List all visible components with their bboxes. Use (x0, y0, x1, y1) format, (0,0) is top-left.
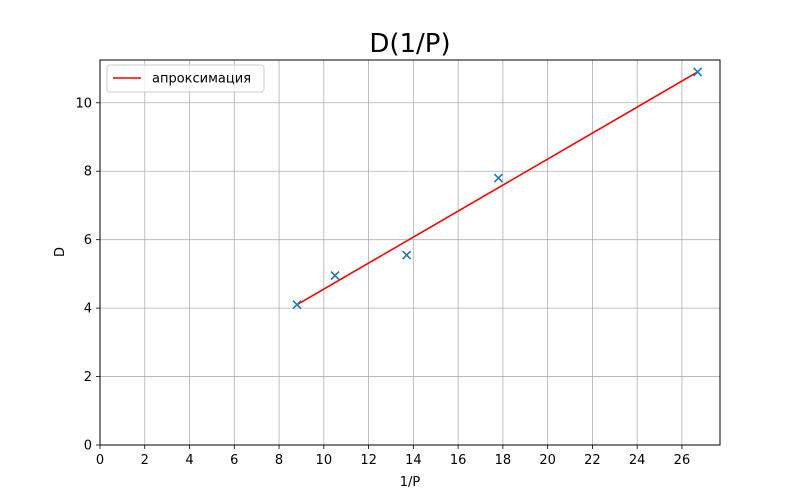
legend-box (106, 64, 265, 93)
plot-series (292, 67, 703, 310)
x-tick-label: 14 (405, 453, 422, 468)
data-point-marker (330, 271, 340, 281)
fit-line (296, 71, 699, 306)
data-point-marker (693, 67, 703, 77)
chart-title: D(1/P) (369, 29, 450, 59)
y-tick-label: 4 (84, 302, 92, 317)
x-tick-label: 10 (316, 453, 333, 468)
y-tick-label: 6 (84, 233, 92, 248)
y-tick-label: 0 (84, 439, 92, 454)
x-tick-label: 16 (450, 453, 467, 468)
x-tick-label: 26 (674, 453, 691, 468)
legend-label: апроксимация (152, 72, 251, 87)
x-axis-label: 1/P (400, 475, 421, 490)
x-tick-label: 24 (629, 453, 646, 468)
x-tick-label: 20 (539, 453, 556, 468)
y-tick-label: 8 (84, 165, 92, 180)
y-tick-label: 2 (84, 370, 92, 385)
y-tick-label: 10 (75, 96, 92, 111)
x-tick-label: 18 (495, 453, 512, 468)
legend: апроксимация (106, 64, 265, 93)
x-tick-label: 12 (360, 453, 377, 468)
y-axis-label: D (53, 247, 68, 257)
data-point-marker (402, 250, 412, 260)
x-tick-label: 0 (96, 453, 104, 468)
x-tick-label: 2 (141, 453, 149, 468)
data-point-marker (493, 173, 503, 183)
x-tick-label: 6 (230, 453, 238, 468)
x-tick-label: 8 (275, 453, 283, 468)
x-tick-label: 4 (185, 453, 193, 468)
x-tick-label: 22 (584, 453, 601, 468)
plot-frame (99, 59, 721, 446)
data-point-marker (292, 300, 302, 310)
